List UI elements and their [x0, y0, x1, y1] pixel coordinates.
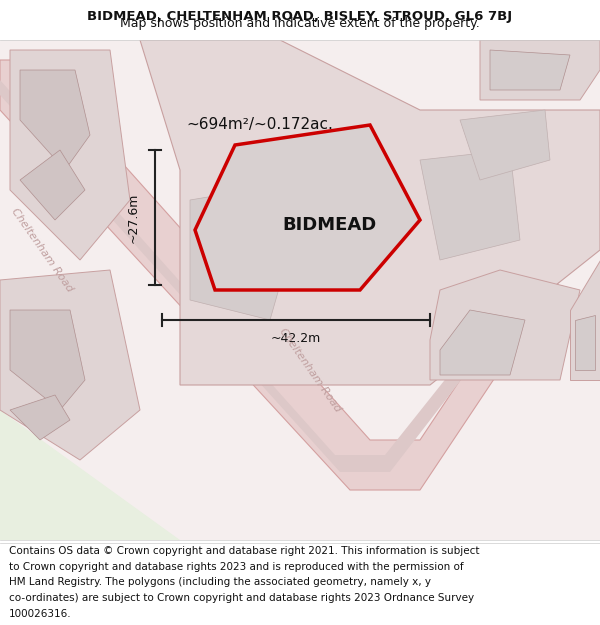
Text: co-ordinates) are subject to Crown copyright and database rights 2023 Ordnance S: co-ordinates) are subject to Crown copyr…	[9, 593, 474, 603]
Polygon shape	[0, 410, 180, 540]
Polygon shape	[0, 80, 600, 472]
Text: Contains OS data © Crown copyright and database right 2021. This information is : Contains OS data © Crown copyright and d…	[9, 546, 479, 556]
Polygon shape	[490, 50, 570, 90]
Text: Map shows position and indicative extent of the property.: Map shows position and indicative extent…	[120, 17, 480, 30]
Text: to Crown copyright and database rights 2023 and is reproduced with the permissio: to Crown copyright and database rights 2…	[9, 562, 464, 572]
Polygon shape	[430, 270, 580, 380]
Polygon shape	[0, 60, 600, 490]
Polygon shape	[575, 315, 595, 370]
Text: Cheltenham Road: Cheltenham Road	[277, 326, 343, 414]
Polygon shape	[440, 310, 525, 375]
Text: BIDMEAD, CHELTENHAM ROAD, BISLEY, STROUD, GL6 7BJ: BIDMEAD, CHELTENHAM ROAD, BISLEY, STROUD…	[88, 10, 512, 23]
Polygon shape	[10, 395, 70, 440]
Text: ~694m²/~0.172ac.: ~694m²/~0.172ac.	[187, 118, 334, 132]
Polygon shape	[195, 125, 420, 290]
Polygon shape	[420, 150, 520, 260]
Polygon shape	[190, 190, 290, 320]
Text: ~42.2m: ~42.2m	[271, 331, 321, 344]
Polygon shape	[570, 260, 600, 380]
Polygon shape	[20, 70, 90, 170]
Polygon shape	[10, 310, 85, 410]
Polygon shape	[480, 40, 600, 100]
Polygon shape	[140, 40, 600, 385]
Polygon shape	[0, 270, 140, 460]
Polygon shape	[20, 150, 85, 220]
Text: BIDMEAD: BIDMEAD	[283, 216, 377, 234]
Text: ~27.6m: ~27.6m	[127, 192, 139, 242]
Polygon shape	[10, 50, 130, 260]
Polygon shape	[460, 110, 550, 180]
Text: Cheltenham Road: Cheltenham Road	[9, 206, 75, 294]
Text: HM Land Registry. The polygons (including the associated geometry, namely x, y: HM Land Registry. The polygons (includin…	[9, 578, 431, 587]
Text: 100026316.: 100026316.	[9, 609, 71, 619]
